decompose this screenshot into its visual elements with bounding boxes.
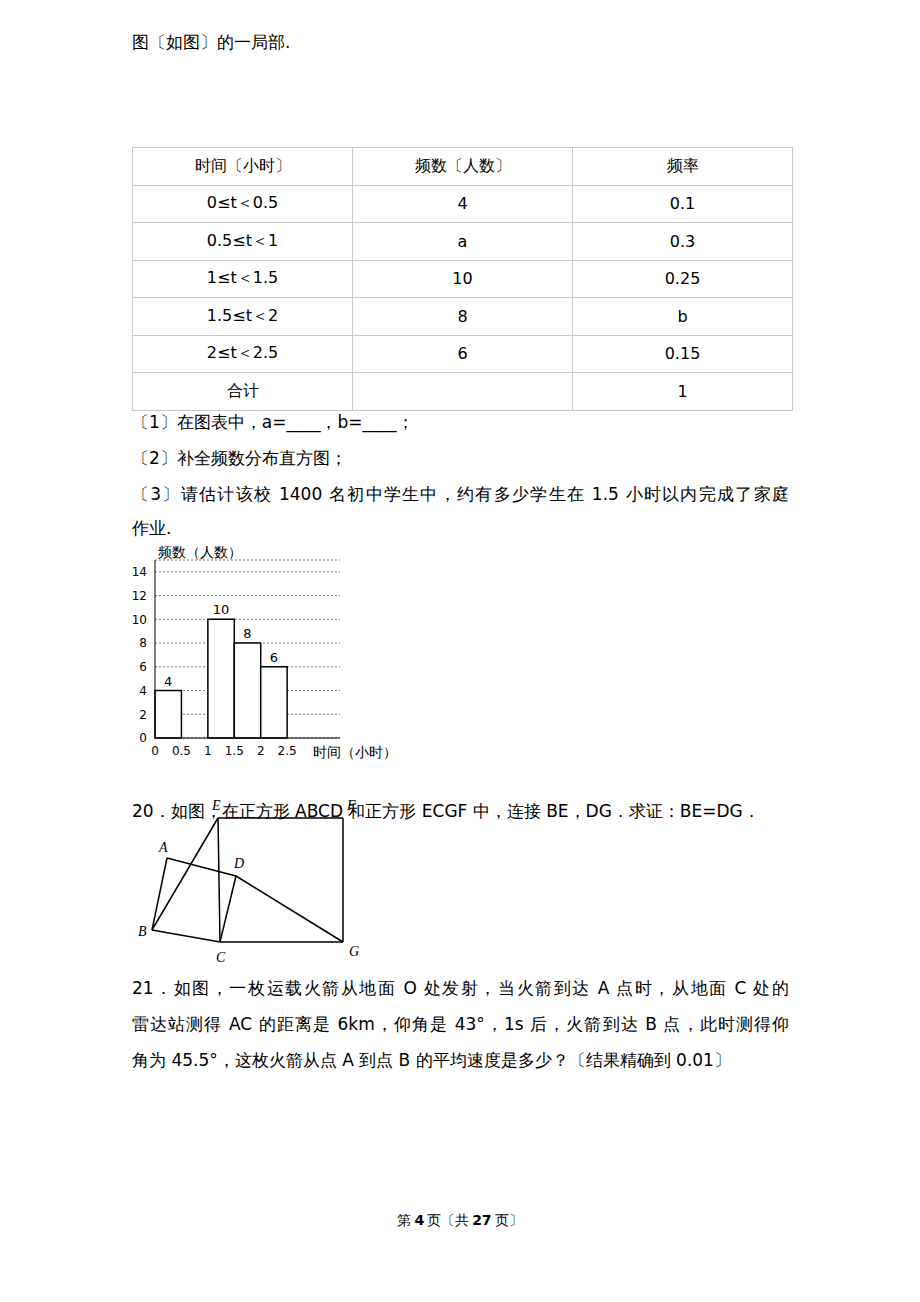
svg-text:8: 8 bbox=[243, 626, 251, 641]
svg-text:6: 6 bbox=[139, 660, 147, 674]
svg-text:0.5: 0.5 bbox=[172, 744, 191, 758]
svg-text:1: 1 bbox=[204, 744, 212, 758]
svg-text:14: 14 bbox=[132, 565, 147, 579]
svg-text:G: G bbox=[349, 944, 359, 959]
svg-text:0: 0 bbox=[139, 731, 147, 745]
svg-text:8: 8 bbox=[139, 636, 147, 650]
svg-text:10: 10 bbox=[213, 602, 230, 617]
svg-text:2.5: 2.5 bbox=[278, 744, 297, 758]
svg-text:C: C bbox=[216, 950, 226, 965]
svg-text:10: 10 bbox=[132, 613, 147, 627]
svg-text:B: B bbox=[138, 924, 147, 939]
svg-text:6: 6 bbox=[270, 650, 278, 665]
svg-text:2: 2 bbox=[139, 708, 147, 722]
svg-text:0: 0 bbox=[151, 744, 159, 758]
svg-text:E: E bbox=[211, 798, 221, 813]
svg-text:A: A bbox=[158, 840, 168, 855]
svg-text:D: D bbox=[233, 856, 244, 871]
svg-text:4: 4 bbox=[139, 684, 147, 698]
svg-text:4: 4 bbox=[164, 674, 172, 689]
svg-text:12: 12 bbox=[132, 589, 147, 603]
svg-text:1.5: 1.5 bbox=[225, 744, 244, 758]
svg-text:F: F bbox=[346, 798, 356, 813]
svg-text:2: 2 bbox=[257, 744, 265, 758]
